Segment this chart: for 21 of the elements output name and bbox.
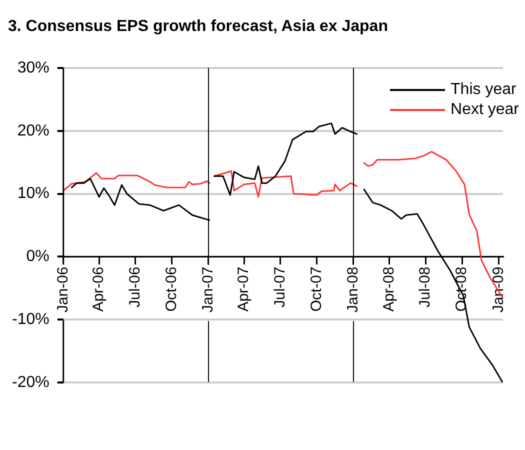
x-tick-label: Jan-07 <box>199 266 216 313</box>
x-tick-label: Jan-09 <box>490 266 507 313</box>
y-tick-label: 10% <box>17 185 50 202</box>
x-tick-label: Oct-07 <box>308 266 325 312</box>
y-tick-label: 20% <box>17 122 50 140</box>
x-tick-label: Jul-07 <box>271 266 288 308</box>
y-tick-label: 30% <box>17 59 50 76</box>
x-tick-label: Oct-06 <box>162 266 180 312</box>
chart-title: 3. Consensus EPS growth forecast, Asia ex Japan <box>8 18 388 36</box>
x-tick-label: Apr-06 <box>90 266 108 312</box>
x-tick-label: Jan-06 <box>54 266 72 313</box>
y-tick-label: -10% <box>12 310 50 328</box>
y-tick-label: 0% <box>26 248 50 266</box>
legend-label: This year <box>450 81 516 99</box>
y-tick-label: -20% <box>12 374 50 391</box>
x-tick-label: Jul-08 <box>416 266 434 308</box>
x-tick-label: Jul-06 <box>126 266 144 308</box>
x-tick-label: Jan-08 <box>344 266 362 313</box>
x-tick-label: Apr-08 <box>380 266 398 312</box>
x-tick-label: Apr-07 <box>235 266 252 312</box>
legend-label: Next year <box>450 101 519 119</box>
